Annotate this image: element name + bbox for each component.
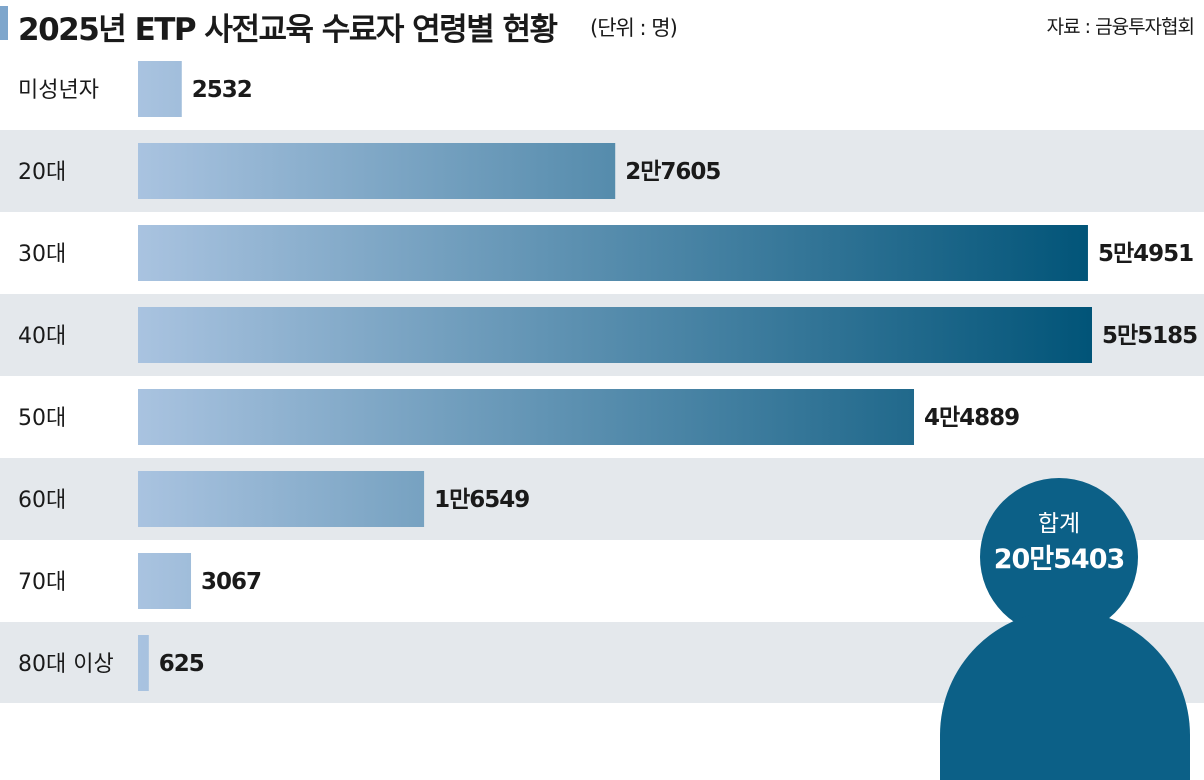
category-label-6: 70대 [18, 570, 66, 595]
value-label-6: 3067 [201, 569, 261, 595]
chart-header: 2025년 ETP 사전교육 수료자 연령별 현황 (단위 : 명) 자료 : … [0, 0, 1204, 48]
category-label-1: 20대 [18, 160, 66, 185]
bar-1 [138, 143, 616, 199]
value-label-3: 5만5185 [1102, 323, 1197, 349]
value-label-4: 4만4889 [924, 405, 1019, 431]
value-label-7: 625 [159, 651, 204, 677]
category-label-5: 60대 [18, 488, 66, 513]
bar-5 [138, 471, 425, 527]
total-label: 합계 [1037, 511, 1081, 537]
bar-7 [138, 635, 149, 691]
category-label-0: 미성년자 [18, 78, 99, 103]
total-person-head [980, 478, 1138, 636]
bar-3 [138, 307, 1092, 363]
source-note: 자료 : 금융투자협회 [1046, 16, 1195, 38]
chart-title: 2025년 ETP 사전교육 수료자 연령별 현황 [18, 12, 558, 48]
title-accent-bar [0, 6, 8, 40]
category-label-2: 30대 [18, 242, 66, 267]
bar-0 [138, 61, 182, 117]
value-label-5: 1만6549 [434, 487, 529, 513]
value-label-1: 2만7605 [625, 159, 720, 185]
bar-2 [138, 225, 1088, 281]
bar-6 [138, 553, 192, 609]
value-label-2: 5만4951 [1098, 241, 1193, 267]
bar-4 [138, 389, 915, 445]
category-label-4: 50대 [18, 406, 66, 431]
category-label-3: 40대 [18, 324, 66, 349]
category-label-7: 80대 이상 [18, 652, 114, 677]
total-value: 20만5403 [993, 544, 1126, 575]
value-label-0: 2532 [192, 77, 252, 103]
unit-note: (단위 : 명) [590, 16, 678, 40]
